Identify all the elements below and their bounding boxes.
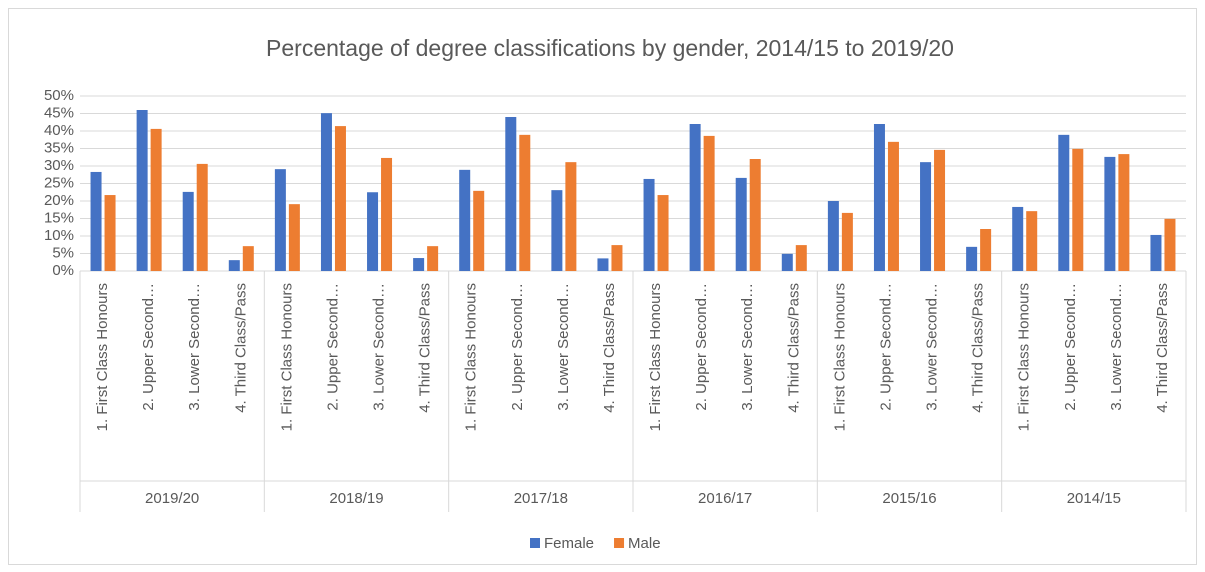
bar <box>689 124 701 271</box>
bar <box>643 178 655 271</box>
x-tick-label: 4. Third Class/Pass <box>1154 283 1171 413</box>
bar <box>1026 211 1038 271</box>
bar <box>735 177 747 271</box>
group-label: 2017/18 <box>514 490 568 507</box>
bar <box>90 171 102 271</box>
x-tick-label: 3. Lower Second… <box>1108 283 1125 411</box>
bar <box>703 135 715 271</box>
legend-swatch <box>614 538 625 548</box>
x-tick-label: 4. Third Class/Pass <box>785 283 802 413</box>
chart-title: Percentage of degree classifications by … <box>266 35 954 61</box>
bar <box>459 169 471 271</box>
bar <box>887 141 899 271</box>
group-label: 2016/17 <box>698 490 752 507</box>
y-tick-label: 15% <box>44 209 74 226</box>
bar <box>1012 206 1024 271</box>
bar <box>749 159 761 271</box>
bar <box>873 124 885 271</box>
bar <box>1150 234 1162 271</box>
bar <box>657 195 669 271</box>
bar <box>1118 154 1130 271</box>
y-tick-label: 0% <box>52 262 74 279</box>
x-tick-label: 1. First Class Honours <box>831 283 848 431</box>
x-tick-label: 2. Upper Second… <box>1062 283 1079 411</box>
bar <box>827 201 839 271</box>
x-tick-label: 2. Upper Second… <box>877 283 894 411</box>
x-tick-label: 2. Upper Second… <box>140 283 157 411</box>
bar <box>381 157 393 271</box>
y-tick-label: 20% <box>44 192 74 209</box>
legend-swatch <box>530 538 540 548</box>
bar <box>104 195 116 271</box>
group-label: 2014/15 <box>1067 490 1121 507</box>
bar <box>334 126 346 271</box>
bar <box>841 212 853 271</box>
bar <box>966 246 978 271</box>
y-tick-label: 30% <box>44 157 74 174</box>
bar <box>1164 218 1176 271</box>
x-tick-label: 4. Third Class/Pass <box>970 283 987 413</box>
y-tick-label: 35% <box>44 139 74 156</box>
bar <box>274 169 286 271</box>
group-label: 2019/20 <box>145 490 199 507</box>
y-tick-label: 25% <box>44 174 74 191</box>
y-tick-label: 45% <box>44 104 74 121</box>
group-label: 2018/19 <box>329 490 383 507</box>
y-tick-label: 50% <box>44 87 74 104</box>
bar <box>551 190 563 271</box>
x-tick-label: 2. Upper Second… <box>509 283 526 411</box>
x-tick-label: 3. Lower Second… <box>371 283 388 411</box>
bar <box>1072 148 1084 271</box>
bar <box>611 245 623 271</box>
bar <box>934 149 946 271</box>
bar <box>505 117 517 271</box>
x-tick-label: 1. First Class Honours <box>1016 283 1033 431</box>
bar <box>150 128 162 271</box>
bar <box>1058 134 1070 271</box>
bar <box>413 258 425 271</box>
bar <box>980 229 992 271</box>
bar <box>196 163 208 271</box>
x-tick-label: 3. Lower Second… <box>739 283 756 411</box>
chart-border <box>8 8 1197 565</box>
bar <box>367 192 379 271</box>
x-tick-label: 2. Upper Second… <box>324 283 341 411</box>
bar <box>473 190 485 271</box>
y-tick-label: 40% <box>44 122 74 139</box>
x-tick-label: 1. First Class Honours <box>647 283 664 431</box>
bar <box>565 162 577 271</box>
y-tick-label: 10% <box>44 227 74 244</box>
bar <box>136 110 148 271</box>
group-label: 2015/16 <box>882 490 936 507</box>
bar <box>920 162 932 271</box>
x-tick-label: 4. Third Class/Pass <box>601 283 618 413</box>
y-tick-label: 5% <box>52 244 74 261</box>
bar <box>242 246 254 271</box>
x-tick-label: 2. Upper Second… <box>693 283 710 411</box>
x-tick-label: 3. Lower Second… <box>555 283 572 411</box>
bar <box>597 258 609 271</box>
x-tick-label: 3. Lower Second… <box>186 283 203 411</box>
bar <box>288 204 300 271</box>
legend-label: Female <box>544 535 594 552</box>
bar <box>1104 156 1116 271</box>
bar <box>781 253 793 271</box>
bar <box>795 245 807 271</box>
bar <box>427 246 439 271</box>
x-tick-label: 3. Lower Second… <box>924 283 941 411</box>
x-tick-label: 1. First Class Honours <box>278 283 295 431</box>
bar <box>228 260 240 271</box>
x-tick-label: 4. Third Class/Pass <box>417 283 434 413</box>
legend-label: Male <box>628 535 661 552</box>
bar <box>182 191 194 271</box>
x-tick-label: 1. First Class Honours <box>463 283 480 431</box>
bar <box>320 113 332 272</box>
x-tick-label: 1. First Class Honours <box>94 283 111 431</box>
bar <box>519 134 531 271</box>
x-tick-label: 4. Third Class/Pass <box>232 283 249 413</box>
